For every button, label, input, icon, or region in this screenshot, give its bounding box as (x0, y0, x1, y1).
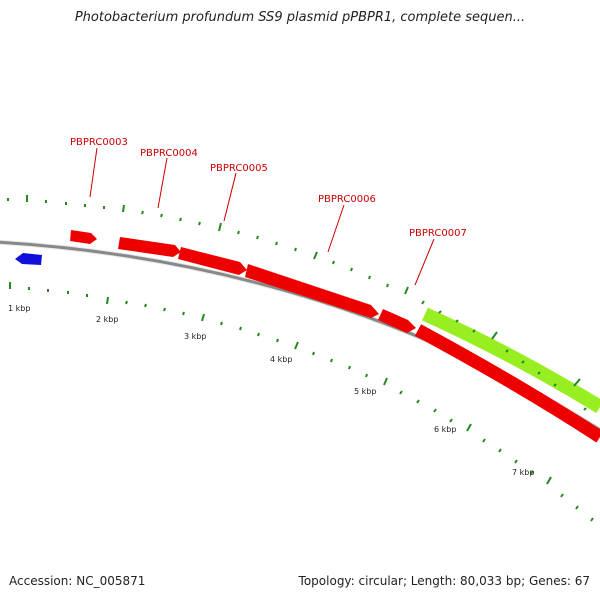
gene-pbprc0004[interactable] (118, 237, 181, 257)
gene-label-pbprc0003[interactable]: PBPRC0003 (70, 137, 128, 148)
label-leaders (89, 147, 435, 286)
gene-label-pbprc0007[interactable]: PBPRC0007 (409, 228, 467, 239)
scale-label-5kbp: 5 kbp (354, 387, 376, 396)
scale-label-6kbp: 6 kbp (434, 425, 456, 434)
scale-label-3kbp: 3 kbp (184, 332, 206, 341)
scale-label-2kbp: 2 kbp (96, 315, 118, 324)
outer-tick-ring (7, 195, 587, 411)
scale-label-1kbp: 1 kbp (8, 304, 30, 313)
topology-summary: Topology: circular; Length: 80,033 bp; G… (298, 574, 590, 588)
accession-text: Accession: NC_005871 (9, 574, 146, 588)
gene-track (15, 230, 600, 443)
gene-long-forward[interactable] (414, 324, 600, 443)
gene-label-pbprc0006[interactable]: PBPRC0006 (318, 194, 376, 205)
backbone-arc (0, 239, 600, 433)
scale-label-4kbp: 4 kbp (270, 355, 292, 364)
gene-highlight[interactable] (422, 307, 600, 413)
gene-pbprc0007[interactable] (378, 309, 416, 333)
backbone-arc-inner (0, 240, 600, 432)
gene-reverse[interactable] (15, 253, 42, 265)
gene-pbprc0003[interactable] (70, 230, 97, 244)
map-title: Photobacterium profundum SS9 plasmid pPB… (74, 10, 526, 25)
scale-label-7kbp: 7 kbp (512, 468, 534, 477)
gene-label-pbprc0005[interactable]: PBPRC0005 (210, 163, 268, 174)
gene-pbprc0005[interactable] (178, 247, 247, 275)
gene-pbprc0006[interactable] (245, 264, 379, 318)
inner-tick-ring (9, 282, 594, 522)
gene-label-pbprc0004[interactable]: PBPRC0004 (140, 148, 198, 159)
